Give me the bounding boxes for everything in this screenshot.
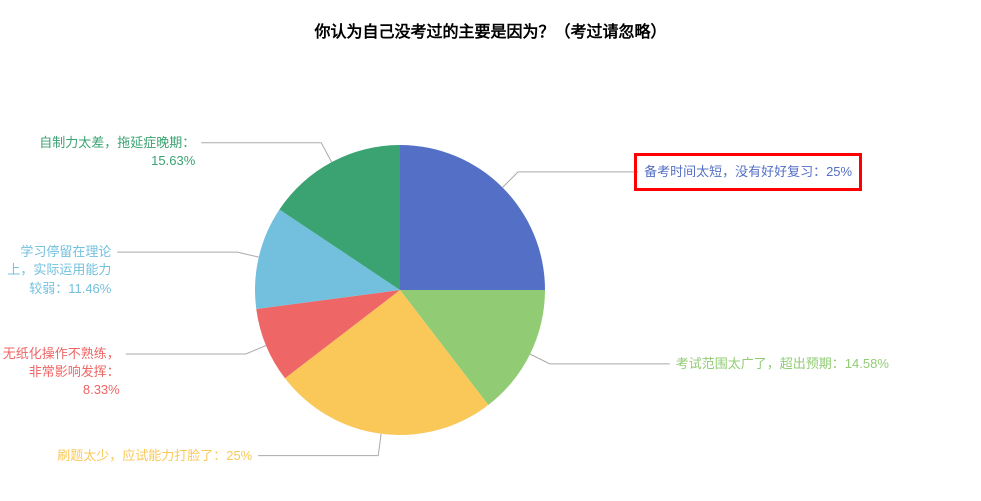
- slice-label: 自制力太差，拖延症晚期：15.63%: [0, 134, 195, 170]
- pie-chart: 备考时间太短，没有好好复习：25%考试范围太广了，超出预期：14.58%刷题太少…: [0, 0, 981, 501]
- slice-label: 考试范围太广了，超出预期：14.58%: [676, 355, 889, 373]
- leader-line: [503, 172, 639, 188]
- slice-label: 学习停留在理论上，实际运用能力较弱：11.46%: [0, 243, 111, 298]
- slice-label: 刷题太少，应试能力打脸了：25%: [57, 447, 252, 465]
- leader-line: [530, 354, 670, 364]
- leader-line: [258, 434, 381, 456]
- leader-lines: [0, 0, 981, 501]
- slice-label: 无纸化操作不熟练，非常影响发挥：8.33%: [0, 345, 120, 400]
- leader-line: [126, 346, 266, 354]
- highlight-box: [634, 153, 862, 191]
- leader-line: [117, 252, 258, 257]
- leader-line: [201, 143, 331, 162]
